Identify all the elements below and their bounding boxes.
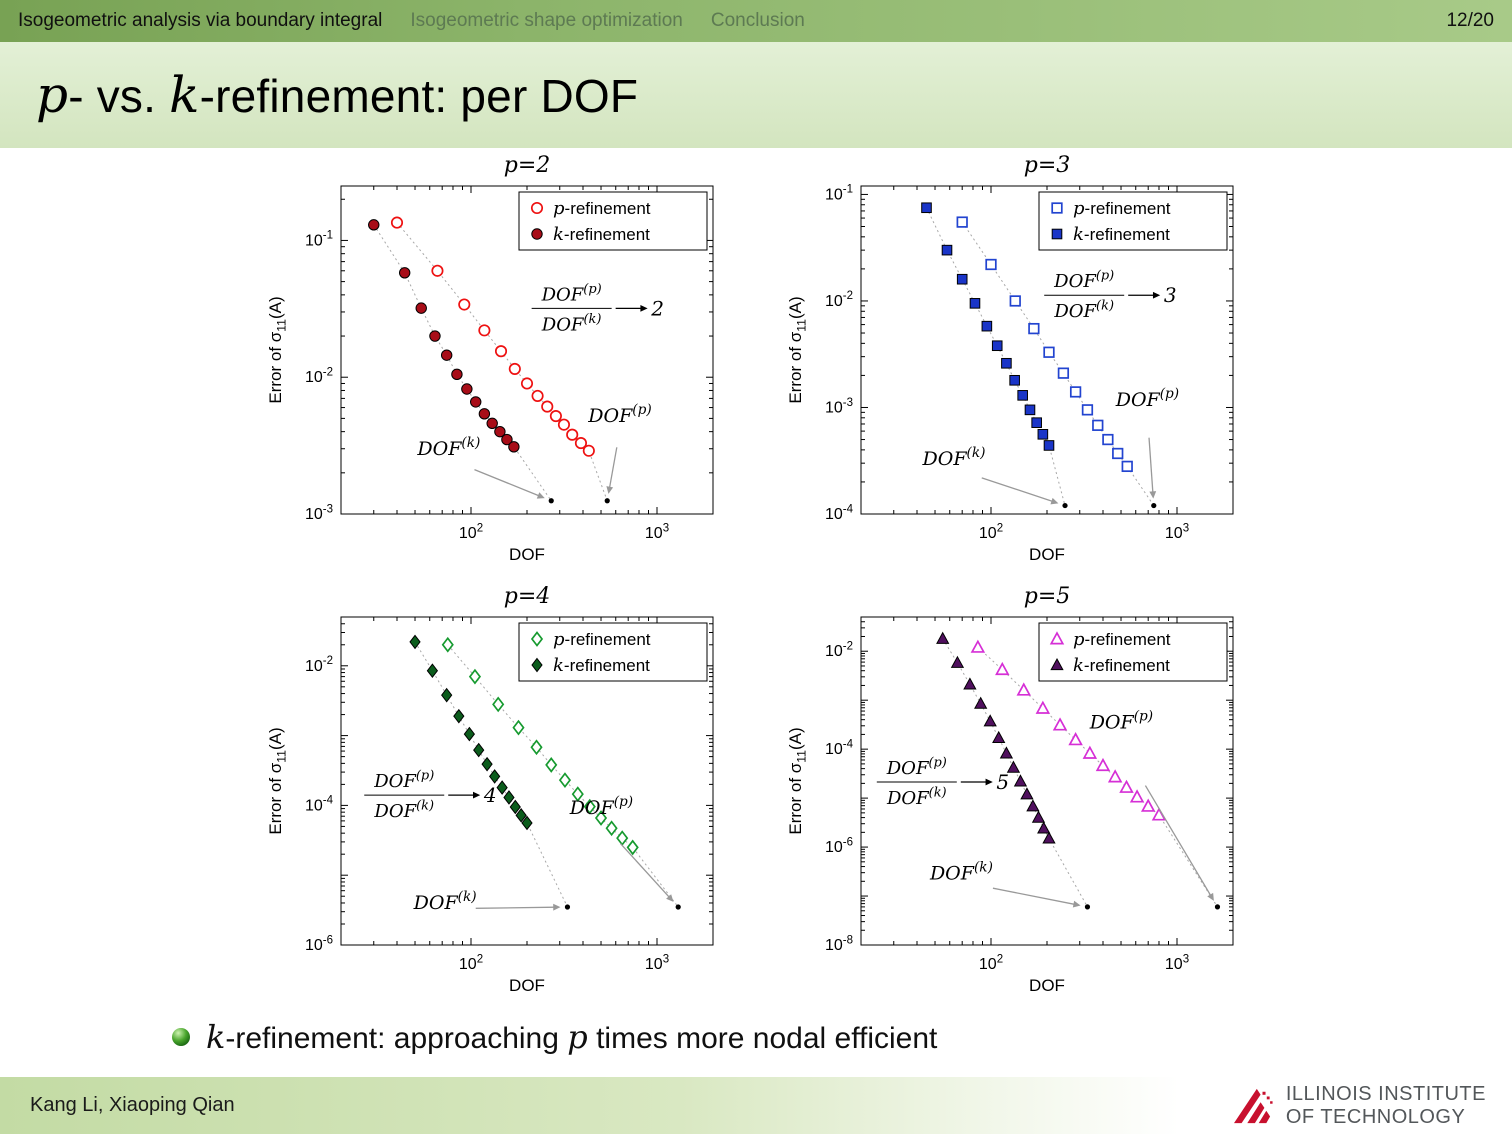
svg-text:10-1: 10-1: [305, 230, 333, 250]
svg-text:10-2: 10-2: [305, 366, 333, 386]
iit-logo-text: ILLINOIS INSTITUTE OF TECHNOLOGY: [1286, 1083, 1486, 1128]
svg-text:p=4: p=4: [504, 584, 551, 609]
svg-text:DOF(p): DOF(p): [541, 282, 602, 306]
nav-section-shape-optimization[interactable]: Isogeometric shape optimization: [410, 10, 683, 31]
svg-text:10-3: 10-3: [825, 397, 853, 417]
title-band: p- vs. k-refinement: per DOF: [0, 42, 1512, 148]
svg-text:k-refinement: k-refinement: [553, 655, 650, 676]
chart-canvas-p=3: 102 103 10-4 10-3 10-2 10-1 p-refinement k-refi…: [786, 153, 1234, 564]
chart-canvas-p=4: 102 103 10-6 10-4 10-2 p-refinement k-refineme…: [266, 584, 714, 995]
svg-text:DOF(k): DOF(k): [413, 889, 477, 914]
svg-text:k-refinement: k-refinement: [1073, 224, 1170, 245]
svg-text:103: 103: [1165, 953, 1189, 973]
chart-canvas-p=2: 102 103 10-3 10-2 10-1 p-refinement k-refineme…: [266, 153, 714, 564]
footer-authors: Kang Li, Xiaoping Qian: [30, 1094, 235, 1116]
title-p-symbol: p: [36, 66, 69, 124]
title-k-symbol: k: [169, 66, 200, 124]
svg-text:p-refinement: p-refinement: [553, 629, 651, 650]
svg-text:DOF(p): DOF(p): [1053, 269, 1114, 293]
svg-text:Error of σ11(A): Error of σ11(A): [266, 296, 288, 403]
svg-text:Error of σ11(A): Error of σ11(A): [266, 727, 288, 834]
svg-text:DOF: DOF: [1029, 976, 1065, 995]
svg-text:10-4: 10-4: [305, 795, 334, 815]
svg-text:DOF(k): DOF(k): [1053, 299, 1114, 323]
svg-text:10-4: 10-4: [825, 503, 854, 523]
svg-text:k-refinement: k-refinement: [1073, 655, 1170, 676]
page-number: 12/20: [1446, 10, 1494, 31]
svg-text:p-refinement: p-refinement: [1073, 629, 1171, 650]
bullet-icon: [172, 1028, 190, 1046]
svg-text:5: 5: [996, 770, 1009, 794]
iit-logo-line1: ILLINOIS INSTITUTE: [1285, 1083, 1486, 1106]
svg-text:DOF(p): DOF(p): [1115, 386, 1179, 411]
chart-p5: 102 103 10-8 10-6 10-4 10-2 p-refinement k-refi…: [781, 583, 1251, 1008]
svg-text:DOF: DOF: [1029, 545, 1065, 564]
svg-text:Error of σ11(A): Error of σ11(A): [786, 296, 808, 403]
chart-p2: 102 103 10-3 10-2 10-1 p-refinement k-refineme…: [261, 152, 731, 577]
footer-bar: Kang Li, Xiaoping Qian ILLINOIS INSTITUT…: [0, 1077, 1512, 1134]
svg-text:10-1: 10-1: [825, 184, 853, 204]
svg-text:p=3: p=3: [1024, 153, 1071, 178]
svg-text:DOF: DOF: [509, 545, 545, 564]
bullet-line: k-refinement: approaching p times more n…: [172, 1018, 1512, 1056]
svg-text:DOF(k): DOF(k): [416, 435, 480, 460]
nav-section-conclusion[interactable]: Conclusion: [710, 10, 805, 31]
slide-title: p- vs. k-refinement: per DOF: [36, 66, 638, 124]
title-rest: -refinement: per DOF: [199, 70, 639, 122]
nav-section-current[interactable]: Isogeometric analysis via boundary integ…: [18, 10, 383, 31]
iit-logo-line2: OF TECHNOLOGY: [1285, 1105, 1466, 1128]
svg-text:3: 3: [1164, 283, 1177, 307]
svg-text:103: 103: [645, 953, 669, 973]
chart-canvas-p=5: 102 103 10-8 10-6 10-4 10-2 p-refinement k-refi…: [786, 584, 1234, 995]
svg-text:p=5: p=5: [1024, 584, 1071, 609]
svg-text:DOF(p): DOF(p): [1089, 709, 1153, 734]
svg-text:DOF(k): DOF(k): [886, 785, 947, 809]
svg-text:10-2: 10-2: [305, 655, 333, 675]
svg-text:p=2: p=2: [504, 153, 551, 178]
svg-text:102: 102: [459, 953, 483, 973]
svg-text:10-6: 10-6: [305, 934, 333, 954]
chart-p3: 102 103 10-4 10-3 10-2 10-1 p-refinement k-refi…: [781, 152, 1251, 577]
svg-text:DOF(p): DOF(p): [569, 794, 633, 819]
svg-text:10-6: 10-6: [825, 836, 853, 856]
svg-text:10-8: 10-8: [825, 934, 853, 954]
svg-text:DOF(p): DOF(p): [587, 402, 651, 427]
charts-grid: 102 103 10-3 10-2 10-1 p-refinement k-refineme…: [0, 152, 1512, 1008]
iit-logo-icon: [1233, 1088, 1273, 1123]
svg-text:k-refinement: k-refinement: [553, 224, 650, 245]
bullet-mid: -refinement: approaching: [225, 1022, 568, 1055]
svg-text:DOF(k): DOF(k): [922, 445, 986, 470]
title-separator: - vs.: [68, 70, 170, 122]
svg-text:DOF(p): DOF(p): [373, 769, 434, 793]
svg-text:DOF(k): DOF(k): [929, 859, 993, 884]
bullet-rest: times more nodal efficient: [587, 1022, 938, 1055]
svg-text:DOF(k): DOF(k): [541, 312, 602, 336]
svg-text:102: 102: [459, 522, 483, 542]
svg-text:103: 103: [1165, 522, 1189, 542]
iit-logo: ILLINOIS INSTITUTE OF TECHNOLOGY: [1232, 1083, 1486, 1128]
svg-text:2: 2: [650, 296, 664, 320]
svg-text:10-3: 10-3: [305, 503, 333, 523]
svg-text:102: 102: [979, 953, 1003, 973]
header-nav: Isogeometric analysis via boundary integ…: [18, 10, 833, 32]
svg-text:10-2: 10-2: [825, 290, 853, 310]
svg-text:4: 4: [483, 783, 497, 807]
svg-text:DOF(k): DOF(k): [373, 799, 434, 823]
bullet-p-symbol: p: [567, 1018, 588, 1056]
svg-text:Error of σ11(A): Error of σ11(A): [786, 727, 808, 834]
bullet-k-symbol: k: [206, 1018, 226, 1056]
svg-text:10-2: 10-2: [825, 641, 853, 661]
header-bar: Isogeometric analysis via boundary integ…: [0, 0, 1512, 42]
svg-text:p-refinement: p-refinement: [553, 198, 651, 219]
chart-p4: 102 103 10-6 10-4 10-2 p-refinement k-refineme…: [261, 583, 731, 1008]
svg-text:103: 103: [645, 522, 669, 542]
svg-text:102: 102: [979, 522, 1003, 542]
svg-text:DOF: DOF: [509, 976, 545, 995]
bullet-text: k-refinement: approaching p times more n…: [206, 1018, 937, 1056]
svg-text:p-refinement: p-refinement: [1073, 198, 1171, 219]
svg-text:DOF(p): DOF(p): [886, 755, 947, 779]
svg-text:10-4: 10-4: [825, 738, 854, 758]
